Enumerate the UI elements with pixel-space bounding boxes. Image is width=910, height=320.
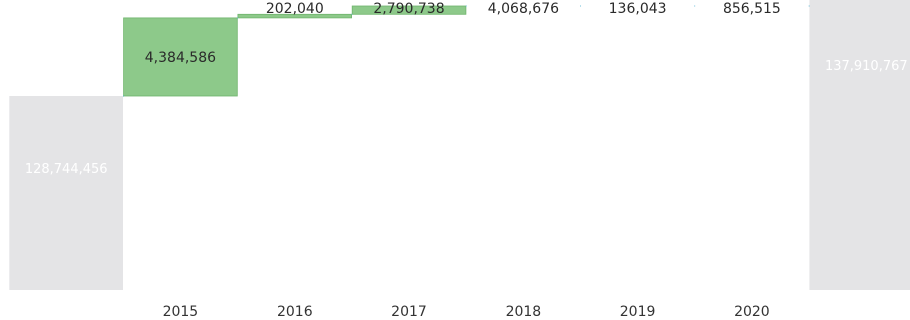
x-tick-label-2018: 2018 xyxy=(506,304,542,320)
x-tick-label-2020: 2020 xyxy=(734,304,770,320)
step-bar-2015 xyxy=(123,17,238,97)
value-label-2018: 4,068,676 xyxy=(488,1,559,17)
value-label-2016: 202,040 xyxy=(266,1,324,17)
value-label-2017: 2,790,738 xyxy=(373,1,444,17)
connectors-layer xyxy=(123,5,810,97)
x-tick-label-2015: 2015 xyxy=(163,304,199,320)
x-tick-label-2017: 2017 xyxy=(391,304,427,320)
value-label-2019: 136,043 xyxy=(609,1,667,17)
x-tick-label-2016: 2016 xyxy=(277,304,313,320)
x-tick-labels-layer: 2015 2016 2017 2018 2019 2020 xyxy=(163,304,770,320)
bars-layer xyxy=(9,0,910,290)
value-label-end-total: 137,910,767 xyxy=(825,59,908,74)
value-labels-layer: 128,744,456 4,384,586 202,040 2,790,738 4,06… xyxy=(25,1,908,177)
end-total-bar xyxy=(809,0,910,290)
value-label-2020: 856,515 xyxy=(723,1,781,17)
step-bar-2017 xyxy=(351,5,467,15)
step-bar-2016 xyxy=(237,13,352,19)
value-label-start-total: 128,744,456 xyxy=(25,162,108,177)
start-total-bar xyxy=(9,96,123,290)
value-label-2015: 4,384,586 xyxy=(145,50,216,66)
x-tick-label-2019: 2019 xyxy=(620,304,656,320)
